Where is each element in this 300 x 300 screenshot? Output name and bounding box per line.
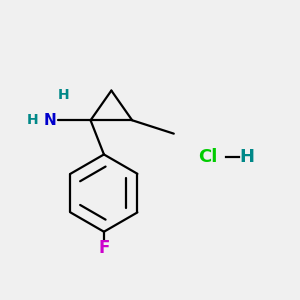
Text: H: H [239, 148, 254, 166]
Text: F: F [98, 239, 110, 257]
Text: N: N [44, 113, 56, 128]
Text: Cl: Cl [198, 148, 218, 166]
Text: H: H [58, 88, 70, 102]
Text: H: H [27, 113, 38, 127]
